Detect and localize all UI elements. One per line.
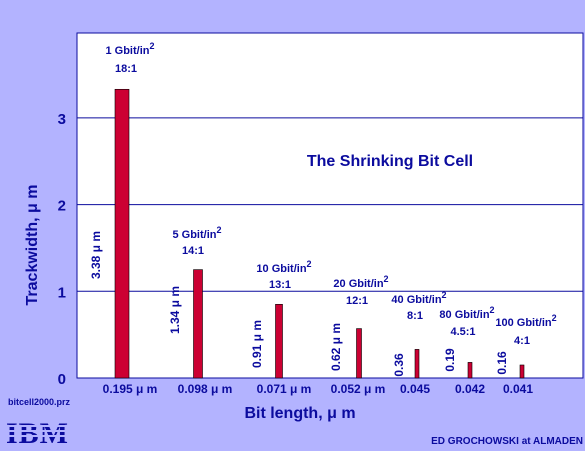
labels: 0 1 2 3 0.195 μ m 0.098 μ m 0.071 μ m 0.052 μ m… [58, 41, 557, 396]
bars [114, 88, 525, 379]
x-tick-label: 0.195 μ m [103, 382, 158, 396]
density-label: 10 Gbit/in2 [256, 259, 311, 275]
density-label: 100 Gbit/in2 [495, 313, 556, 329]
x-tick-label: 0.071 μ m [257, 382, 312, 396]
density-label: 40 Gbit/in2 [391, 290, 446, 306]
y-tick-label: 1 [58, 284, 66, 301]
density-label: 5 Gbit/in2 [172, 225, 221, 241]
grid-lines [77, 117, 583, 292]
y-axis-label: Trackwidth, μ m [24, 185, 41, 306]
bar-value-label: 3.38 μ m [89, 231, 103, 279]
bar-value-label: 0.36 [392, 353, 406, 377]
ratio-label: 18:1 [115, 63, 137, 75]
ratio-label: 4.5:1 [450, 326, 475, 338]
bar-value-label: 0.16 [495, 351, 509, 375]
ratio-label: 8:1 [407, 310, 423, 322]
chart-title: The Shrinking Bit Cell [307, 153, 473, 170]
y-tick-label: 2 [58, 198, 66, 215]
ratio-label: 12:1 [346, 295, 368, 307]
footer-filename: bitcell2000.prz [8, 397, 71, 407]
density-label: 1 Gbit/in2 [105, 41, 154, 57]
bar [193, 269, 203, 379]
ratio-label: 4:1 [514, 335, 530, 347]
plot-area [76, 32, 584, 379]
y-tick-label: 0 [58, 371, 66, 388]
svg-text:IBM: IBM [6, 417, 69, 450]
x-axis-label: Bit length, μ m [244, 405, 355, 422]
bar-value-label: 0.19 [443, 348, 457, 372]
ratio-label: 14:1 [182, 245, 204, 257]
ibm-logo: IBM [4, 417, 70, 450]
bar [275, 304, 283, 379]
density-label: 20 Gbit/in2 [333, 274, 388, 290]
x-tick-label: 0.052 μ m [331, 382, 386, 396]
bar [414, 349, 420, 379]
ratio-label: 13:1 [269, 279, 291, 291]
density-label: 80 Gbit/in2 [439, 305, 494, 321]
x-tick-label: 0.042 [455, 382, 485, 396]
x-tick-label: 0.041 [503, 382, 533, 396]
bar-value-label: 0.62 μ m [329, 323, 343, 371]
y-tick-label: 3 [58, 111, 66, 128]
bar-value-label: 0.91 μ m [250, 320, 264, 368]
bar [114, 88, 130, 379]
footer-credit: ED GROCHOWSKI at ALMADEN [431, 436, 583, 447]
x-tick-label: 0.098 μ m [178, 382, 233, 396]
x-tick-label: 0.045 [400, 382, 430, 396]
bar [519, 364, 525, 379]
bar [356, 328, 362, 379]
bar-value-label: 1.34 μ m [168, 286, 182, 334]
bar [467, 362, 473, 379]
